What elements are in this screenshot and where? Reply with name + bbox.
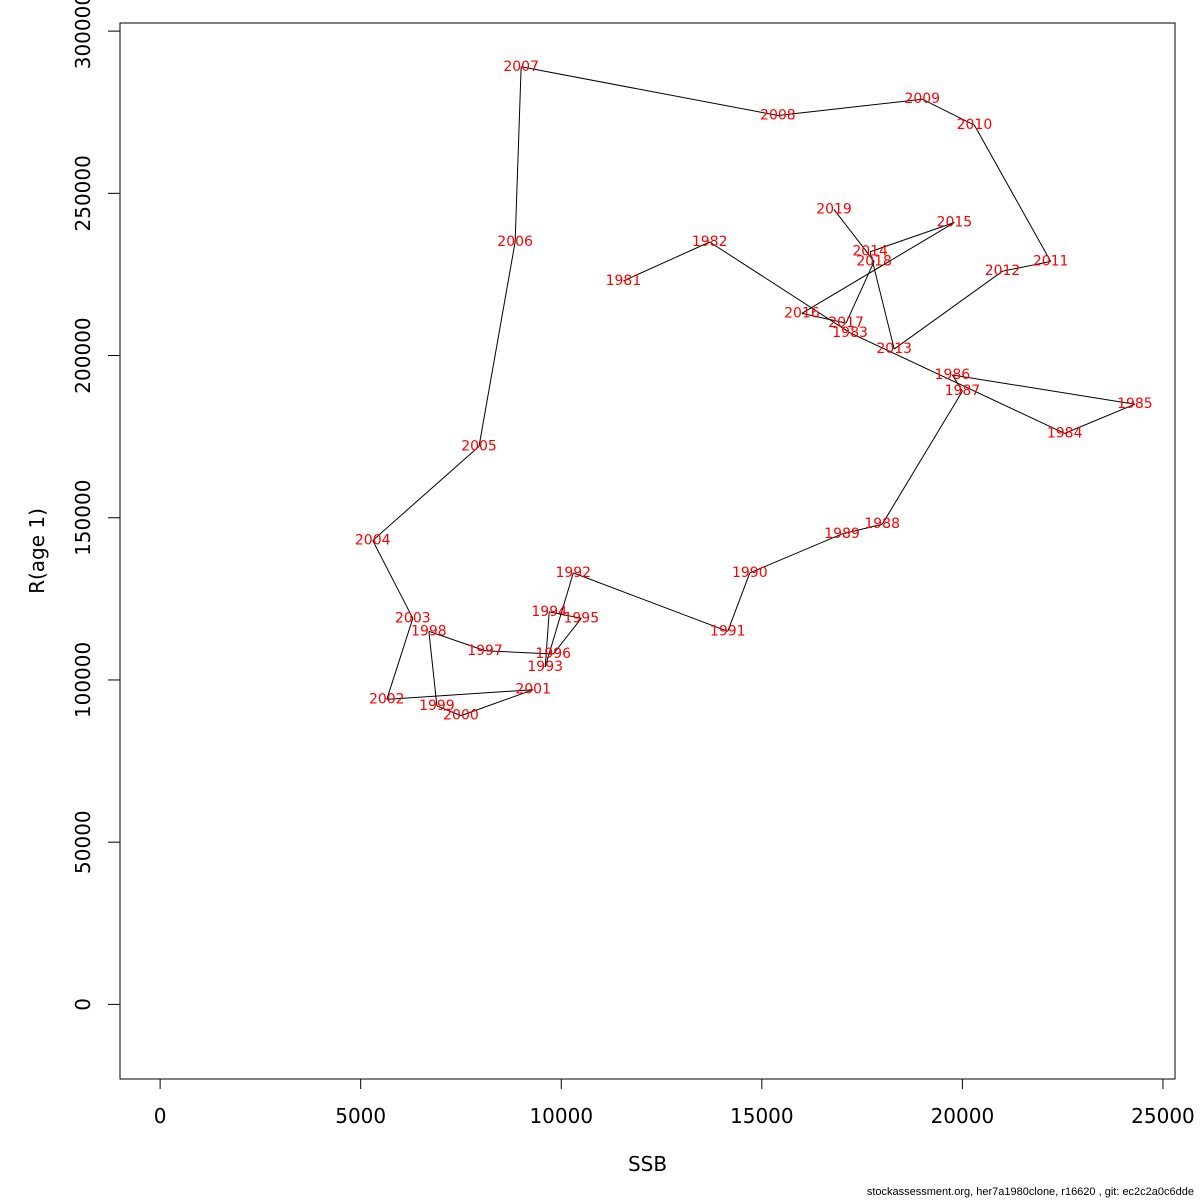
- year-label-2007: 2007: [503, 59, 539, 75]
- trajectory-segment-1999-2000: [436, 705, 462, 717]
- trajectory-segment-1996-1997: [485, 650, 554, 655]
- year-label-1987: 1987: [945, 383, 981, 399]
- trajectory-segment-2001-2002: [386, 689, 534, 700]
- year-label-2017: 2017: [828, 315, 864, 331]
- year-label-2000: 2000: [443, 708, 479, 724]
- year-label-1981: 1981: [606, 273, 642, 289]
- trajectory-segment-1995-1996: [552, 618, 582, 655]
- year-label-1992: 1992: [555, 565, 591, 581]
- trajectory-lines: [372, 66, 1136, 717]
- y-axis-title: R(age 1): [25, 508, 49, 594]
- trajectory-segment-1982-1983: [709, 241, 851, 334]
- year-label-2011: 2011: [1033, 253, 1069, 269]
- trajectory-segment-2006-2007: [514, 66, 522, 243]
- year-label-1999: 1999: [419, 698, 455, 714]
- trajectory-segment-1992-1993: [544, 572, 574, 668]
- year-label-2019: 2019: [816, 202, 852, 218]
- x-tick-label: 25000: [1131, 1104, 1195, 1128]
- year-label-1984: 1984: [1047, 425, 1083, 441]
- x-tick-label: 5000: [335, 1104, 386, 1128]
- year-label-2016: 2016: [784, 305, 820, 321]
- year-label-1998: 1998: [411, 623, 447, 639]
- year-label-1993: 1993: [527, 659, 563, 675]
- year-label-1990: 1990: [732, 565, 768, 581]
- year-label-1982: 1982: [692, 234, 728, 250]
- year-label-1994: 1994: [531, 604, 567, 620]
- y-tick-label: 200000: [71, 317, 95, 393]
- trajectory-segment-1998-1999: [428, 631, 438, 706]
- trajectory-segment-2015-2016: [801, 222, 955, 314]
- trajectory-segment-2005-2006: [478, 241, 516, 447]
- year-label-2014: 2014: [852, 244, 888, 260]
- trajectory-segment-2004-2005: [372, 445, 480, 541]
- trajectory-segment-1984-1985: [1064, 403, 1136, 434]
- x-axis-ticks: 0 5000 10000 15000 20000 25000: [154, 1079, 1195, 1128]
- plot-frame: [119, 22, 1176, 1080]
- year-label-1991: 1991: [710, 623, 746, 639]
- trajectory-segment-2012-2013: [893, 270, 1003, 350]
- year-label-2006: 2006: [497, 234, 533, 250]
- year-label-1985: 1985: [1117, 396, 1153, 412]
- y-tick-label: 300000: [71, 0, 95, 69]
- trajectory-segment-2016-2017: [801, 312, 847, 324]
- y-tick-label: 0: [71, 998, 95, 1011]
- year-label-2012: 2012: [985, 263, 1021, 279]
- trajectory-segment-1981-1982: [623, 241, 710, 282]
- y-tick-label: 150000: [71, 480, 95, 556]
- year-label-1986: 1986: [935, 367, 971, 383]
- trajectory-segment-2009-2010: [922, 98, 975, 126]
- trajectory-segment-1988-1989: [841, 523, 883, 535]
- x-tick-label: 10000: [529, 1104, 593, 1128]
- trajectory-segment-1985-1986: [952, 374, 1135, 405]
- year-label-2013: 2013: [876, 341, 912, 357]
- year-label-2009: 2009: [904, 91, 940, 107]
- trajectory-segment-1987-1988: [881, 390, 963, 525]
- x-tick-label: 20000: [931, 1104, 995, 1128]
- year-label-2001: 2001: [515, 682, 551, 698]
- trajectory-segment-2002-2003: [386, 618, 414, 700]
- year-label-2015: 2015: [937, 215, 973, 231]
- trajectory-segment-1997-1998: [428, 630, 486, 652]
- trajectory-segment-2011-2012: [1002, 260, 1051, 272]
- trajectory-segment-2013-2014: [869, 251, 895, 350]
- x-axis-title: SSB: [628, 1152, 667, 1176]
- x-tick-label: 15000: [730, 1104, 794, 1128]
- year-label-2018: 2018: [856, 253, 892, 269]
- footer-note: stockassessment.org, her7a1980clone, r16…: [866, 1186, 1194, 1198]
- year-label-1995: 1995: [563, 610, 599, 626]
- trajectory-segment-2000-2001: [460, 689, 534, 717]
- year-label-2010: 2010: [957, 117, 993, 133]
- year-label-1989: 1989: [824, 526, 860, 542]
- year-labels: 1981198219831984198519861987198819891990…: [355, 59, 1153, 724]
- y-axis-ticks: 0 50000 100000 150000 200000 250000 300000: [71, 0, 120, 1011]
- year-label-2003: 2003: [395, 610, 431, 626]
- year-label-2008: 2008: [760, 107, 796, 123]
- trajectory-segment-2018-2019: [833, 209, 875, 262]
- year-label-2002: 2002: [369, 691, 405, 707]
- trajectory-segment-1993-1994: [544, 611, 550, 668]
- trajectory-segment-2007-2008: [521, 66, 778, 116]
- year-label-1997: 1997: [467, 643, 503, 659]
- year-label-1996: 1996: [535, 646, 571, 662]
- trajectory-segment-2008-2009: [777, 98, 923, 116]
- year-label-1983: 1983: [832, 325, 868, 341]
- trajectory-segment-1986-1987: [951, 374, 963, 392]
- y-tick-label: 250000: [71, 155, 95, 231]
- y-tick-label: 100000: [71, 642, 95, 718]
- trajectory-segment-2014-2015: [869, 222, 955, 253]
- trajectory-segment-1991-1992: [573, 572, 728, 632]
- y-tick-label: 50000: [71, 810, 95, 874]
- x-tick-label: 0: [154, 1104, 167, 1128]
- trajectory-segment-1994-1995: [549, 611, 582, 619]
- trajectory-segment-2017-2018: [845, 261, 875, 324]
- trajectory-segment-2003-2004: [372, 540, 414, 619]
- trajectory-segment-2010-2011: [973, 124, 1052, 262]
- year-label-1988: 1988: [864, 516, 900, 532]
- year-label-2004: 2004: [355, 532, 391, 548]
- trajectory-segment-1990-1991: [727, 572, 751, 632]
- trajectory-segment-1989-1990: [749, 533, 843, 574]
- year-label-2005: 2005: [461, 438, 497, 454]
